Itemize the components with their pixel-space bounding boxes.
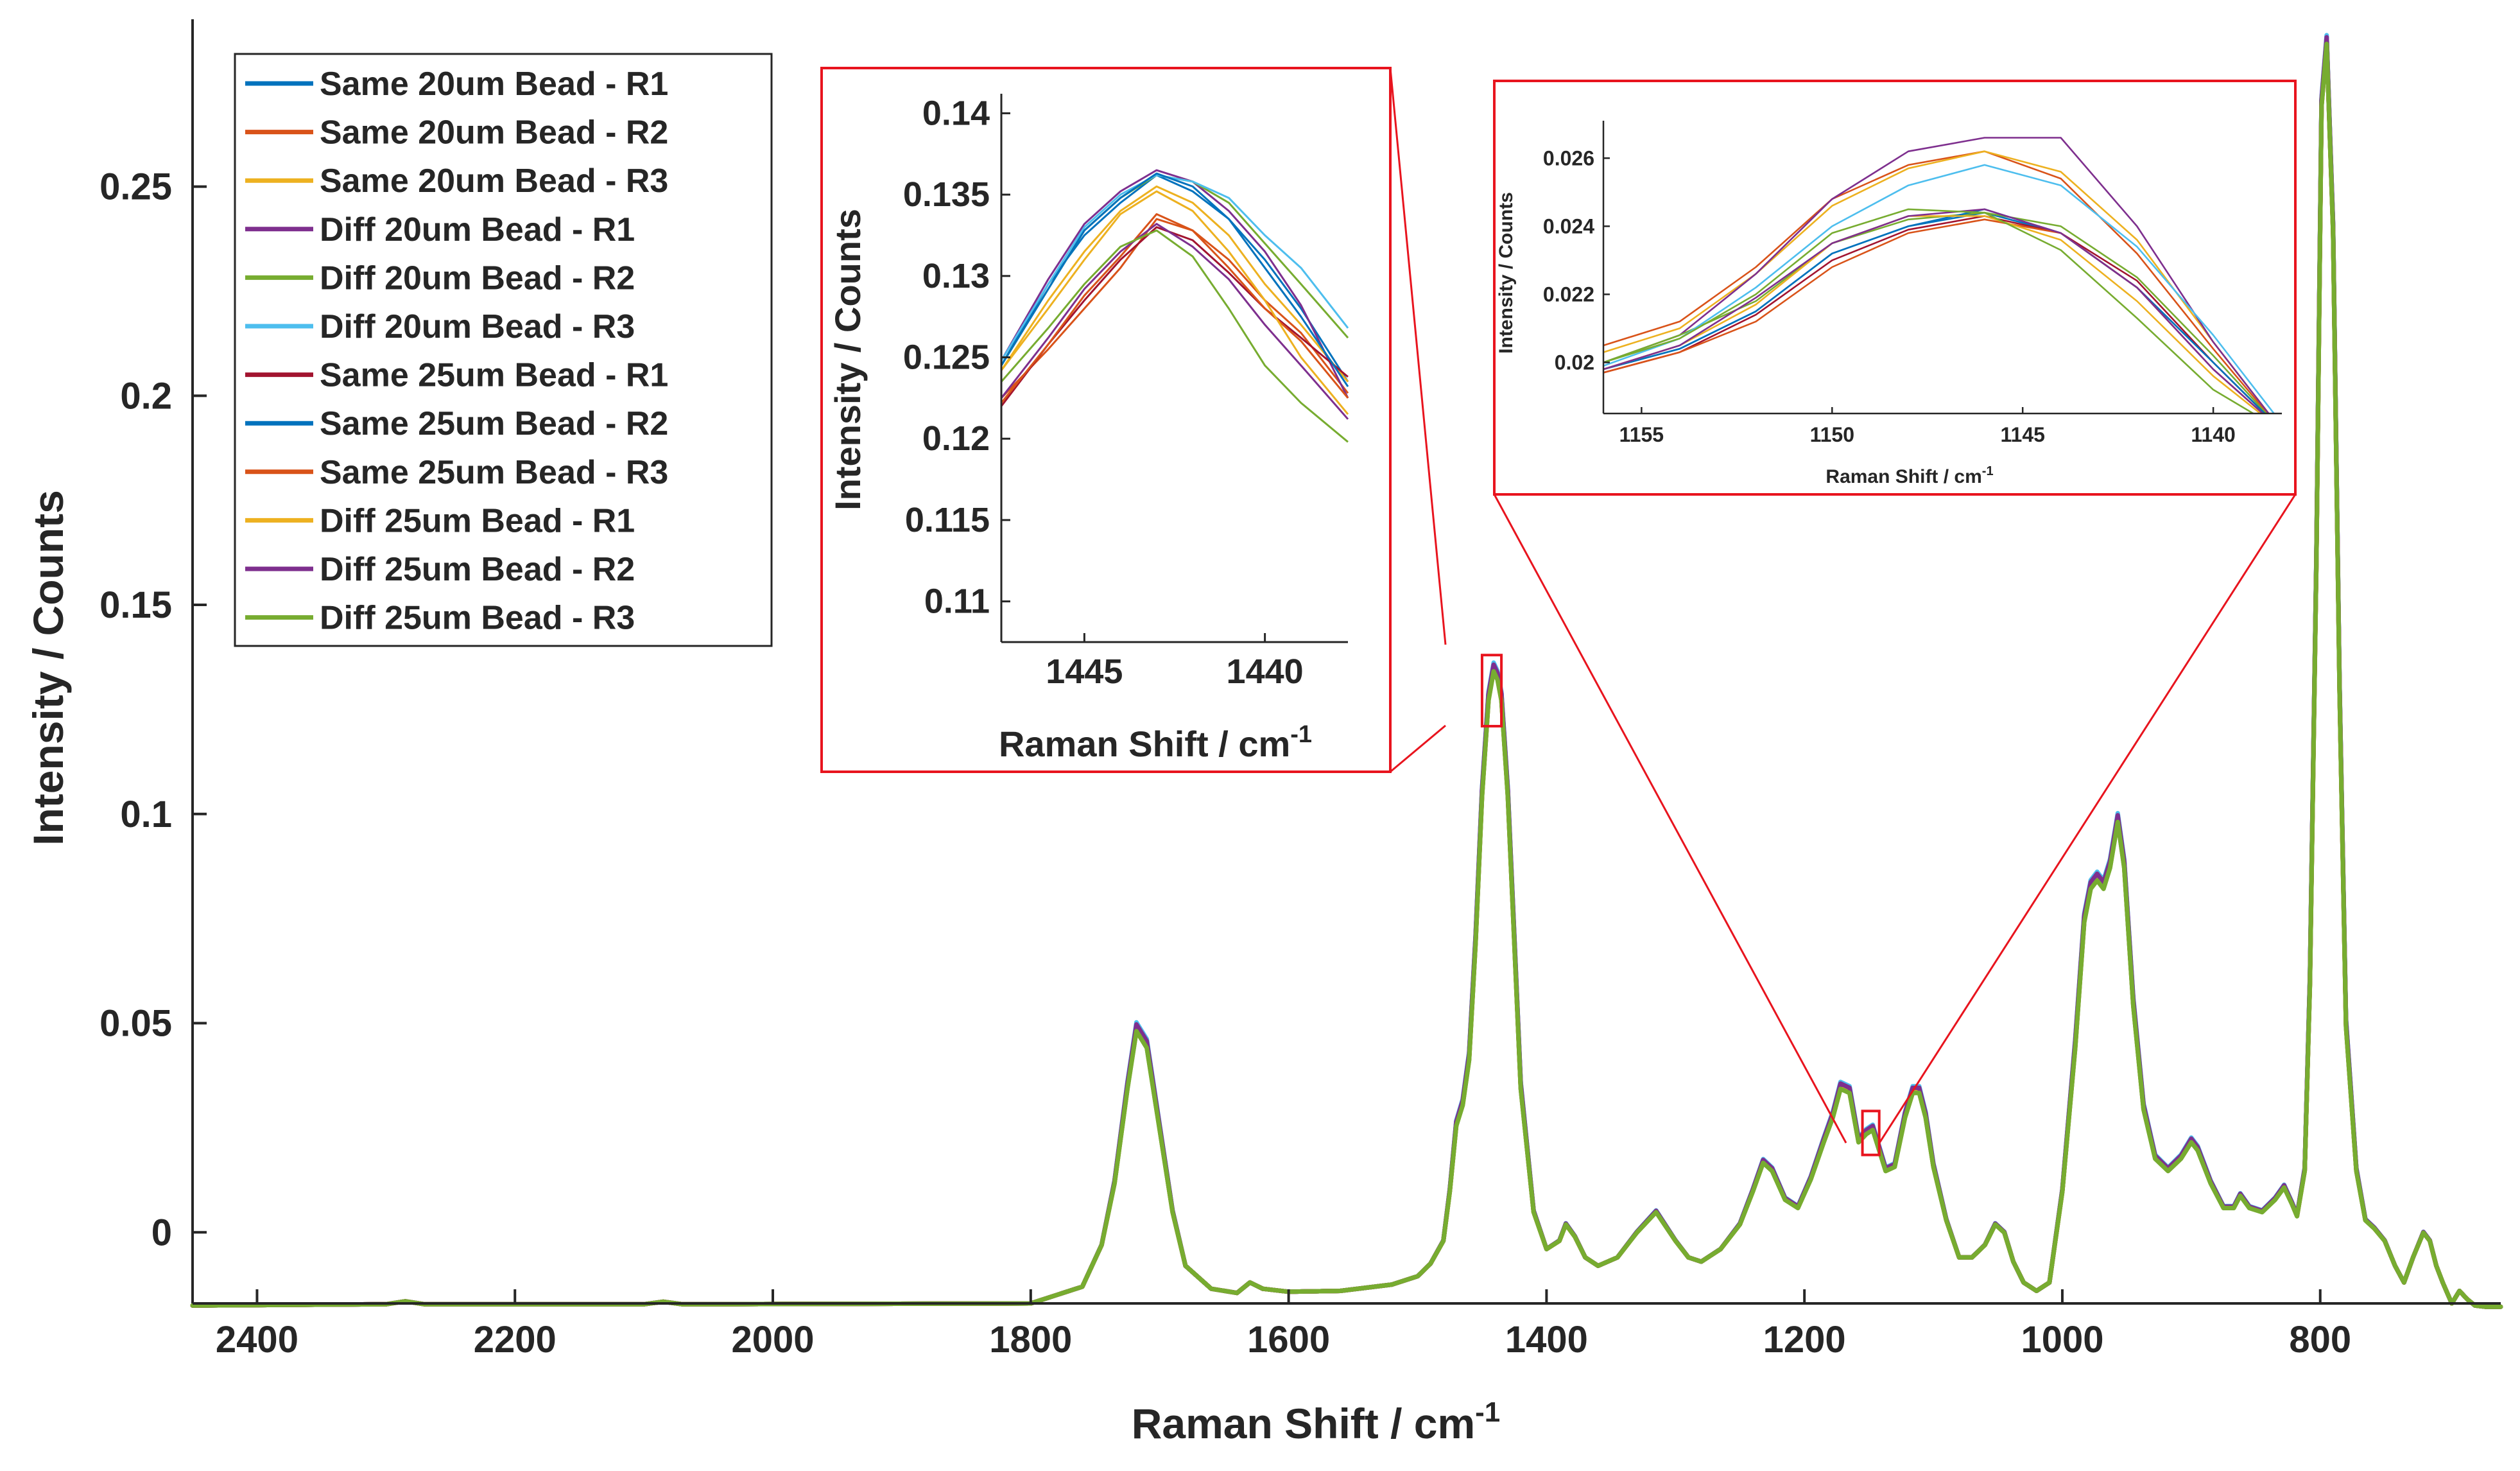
legend-item-label: Same 25um Bead - R1 — [320, 357, 668, 394]
inset-2-frame — [1493, 80, 2297, 496]
main-y-tick-label: 0.1 — [120, 794, 172, 835]
main-y-tick-label: 0.25 — [99, 166, 172, 208]
inset-1-y-tick-label: 0.125 — [903, 338, 990, 377]
inset-2-series-line — [1603, 164, 2275, 413]
legend-item-label: Diff 20um Bead - R3 — [320, 308, 635, 345]
inset-2-series-line — [1603, 208, 2256, 413]
callout-line-1-bottom — [1390, 724, 1446, 773]
inset-1-y-axis-label: Intensity / Counts — [827, 209, 868, 510]
main-x-tick-label: 2200 — [474, 1319, 557, 1361]
main-x-tick-label: 800 — [2289, 1319, 2351, 1361]
inset-1-series-line — [1000, 218, 1349, 399]
main-y-tick-label: 0.2 — [120, 375, 172, 417]
inset-2-y-axis-label: Intensity / Counts — [1496, 192, 1517, 354]
legend-item-label: Diff 25um Bead - R2 — [320, 551, 635, 588]
inset-1-x-tick-label: 1440 — [1227, 652, 1304, 691]
inset-2-series-line — [1603, 215, 2266, 413]
inset-1-y-tick-label: 0.135 — [903, 175, 990, 214]
inset-plot-2: 1155 1150 1145 1140 0.02 0.022 0.024 0.026 Rama… — [1493, 80, 2297, 496]
legend-item-label: Diff 25um Bead - R1 — [320, 502, 635, 539]
legend-item-label: Same 20um Bead - R1 — [320, 65, 668, 103]
legend-item-label: Diff 25um Bead - R3 — [320, 600, 635, 637]
inset-2-series-line — [1603, 208, 2265, 413]
callout-line-2-right — [1878, 494, 2297, 1144]
main-x-tick-label: 1000 — [2021, 1319, 2103, 1361]
inset-1-series-line — [1000, 229, 1349, 443]
legend-item-label: Same 20um Bead - R3 — [320, 162, 668, 200]
main-x-tick-label: 1400 — [1505, 1319, 1588, 1361]
inset-2-x-tick-label: 1150 — [1810, 423, 1854, 446]
main-plot: 2400 2200 2000 1800 1600 1400 1200 1000 800 0 0.05… — [24, 19, 2503, 1447]
inset-1-frame — [820, 67, 1392, 773]
legend-item-label: Same 25um Bead - R3 — [320, 454, 668, 491]
inset-2-y-tick-label: 0.024 — [1543, 214, 1594, 238]
inset-1-x-axis-label: Raman Shift / cm-1 — [999, 721, 1312, 764]
main-y-tick-label: 0 — [151, 1212, 172, 1253]
main-y-tick-label: 0.15 — [99, 584, 172, 626]
main-x-tick-label: 2000 — [732, 1319, 815, 1361]
inset-1-series-line — [1000, 190, 1349, 415]
main-y-tick-label: 0.05 — [99, 1003, 172, 1045]
main-x-tick-label: 1800 — [989, 1319, 1072, 1361]
inset-1-series-line — [1000, 174, 1349, 361]
inset-1-y-tick-label: 0.11 — [924, 582, 990, 621]
main-x-tick-label: 1200 — [1763, 1319, 1846, 1361]
inset-2-x-tick-label: 1140 — [2191, 423, 2235, 446]
inset-1-series-line — [1000, 223, 1349, 420]
inset-2-axes: 1155 1150 1145 1140 0.02 0.022 0.024 0.026 — [1543, 121, 2282, 446]
inset-1-x-tick-label: 1445 — [1046, 652, 1123, 691]
inset-2-series-line — [1603, 208, 2266, 413]
inset-2-series-line — [1603, 150, 2269, 413]
inset-2-x-axis-label: Raman Shift / cm-1 — [1825, 464, 1993, 487]
inset-1-y-tick-label: 0.13 — [922, 257, 990, 295]
main-x-axis-label: Raman Shift / cm-1 — [1132, 1397, 1501, 1447]
inset-2-y-tick-label: 0.026 — [1543, 146, 1594, 170]
zoom-region-1 — [1480, 654, 1503, 727]
main-x-tick-label: 2400 — [216, 1319, 298, 1361]
inset-2-y-tick-label: 0.022 — [1543, 283, 1594, 306]
inset-2-series-lines — [1603, 137, 2275, 413]
inset-1-y-tick-label: 0.14 — [922, 94, 990, 132]
main-series-lines — [190, 33, 2503, 1309]
legend-box — [234, 53, 773, 647]
inset-1-series-line — [1000, 172, 1349, 387]
legend-item-label: Diff 20um Bead - R2 — [320, 259, 635, 297]
legend-item-label: Same 25um Bead - R2 — [320, 405, 668, 442]
inset-2-x-tick-label: 1155 — [1619, 423, 1664, 446]
main-y-axis-label: Intensity / Counts — [24, 490, 72, 846]
callout-line-1-top — [1389, 67, 1447, 645]
inset-2-x-tick-label: 1145 — [2000, 423, 2044, 446]
legend-item-label: Diff 20um Bead - R1 — [320, 211, 635, 248]
inset-1-y-tick-label: 0.115 — [905, 501, 990, 539]
inset-1-series-line — [1000, 185, 1349, 383]
legend-item-label: Same 20um Bead - R2 — [320, 114, 668, 152]
inset-2-y-tick-label: 0.02 — [1555, 351, 1594, 374]
zoom-region-boxes — [1480, 654, 1881, 1156]
main-series-line — [190, 41, 2503, 1309]
main-axes: 2400 2200 2000 1800 1600 1400 1200 1000 800 0 0.05… — [99, 19, 2501, 1361]
zoom-region-2 — [1861, 1110, 1881, 1156]
inset-2-series-line — [1603, 215, 2262, 413]
inset-1-series-line — [1000, 169, 1349, 399]
inset-plot-1: 1445 14400.110.1150.120.1250.130.1350.14 … — [820, 67, 1392, 773]
inset-1-axes: 1445 1440 0.11 0.115 0.12 0.125 0.13 0.135 0.14 — [903, 94, 1348, 691]
callout-lines — [1389, 67, 2297, 1144]
inset-1-y-tick-label: 0.12 — [922, 419, 990, 458]
inset-1-series-line — [1000, 226, 1349, 407]
inset-1-series-line — [1000, 213, 1349, 404]
main-x-tick-label: 1600 — [1247, 1319, 1330, 1361]
callout-line-2-left — [1493, 494, 1847, 1144]
inset-2-series-line — [1603, 137, 2270, 413]
inset-1-series-lines — [1000, 169, 1349, 443]
legend: Same 20um Bead - R1 Same 20um Bead - R2 Sa… — [234, 53, 773, 647]
